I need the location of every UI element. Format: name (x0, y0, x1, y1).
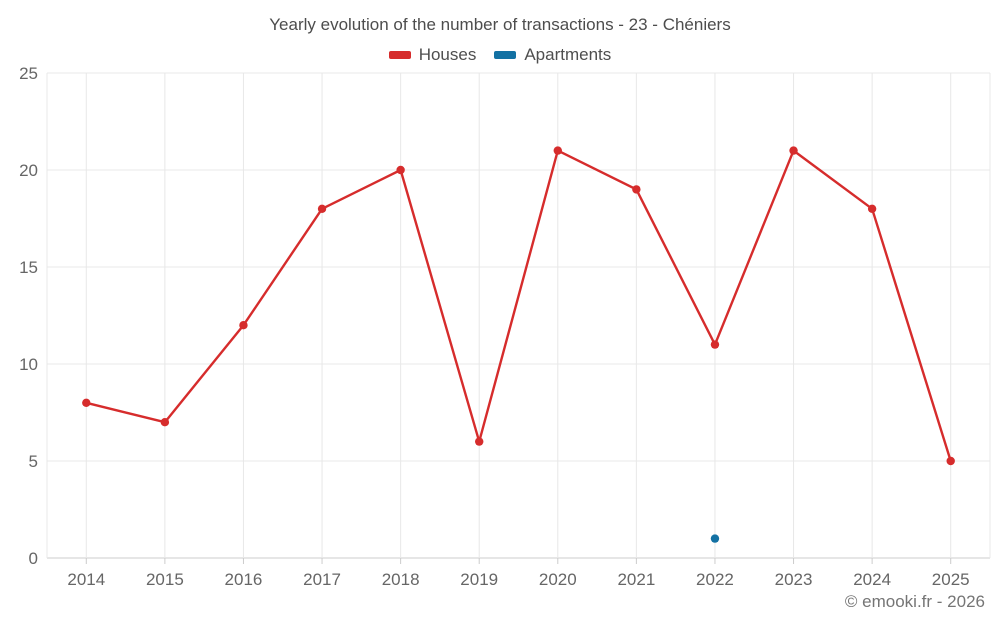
x-axis-tick-label: 2020 (539, 570, 577, 589)
houses-point-2025[interactable] (946, 456, 955, 466)
x-axis-tick-label: 2021 (617, 570, 655, 589)
houses-point-2024[interactable] (867, 204, 877, 213)
y-axis-tick-label: 10 (19, 355, 38, 374)
y-axis-tick-label: 15 (19, 258, 38, 277)
x-axis-tick-label: 2015 (146, 570, 184, 589)
x-axis-tick-label: 2019 (460, 570, 498, 589)
houses-point-2023[interactable] (789, 146, 798, 155)
houses-line (85, 149, 952, 463)
copyright-watermark: © emooki.fr - 2026 (844, 592, 985, 611)
y-axis-tick-label: 5 (29, 452, 38, 471)
legend-item-apartments[interactable]: Apartments (494, 45, 611, 65)
houses-point-2020[interactable] (553, 146, 562, 155)
houses-point-2014[interactable] (82, 398, 91, 407)
apartments-point-2022[interactable] (710, 534, 720, 543)
houses-point-2015[interactable] (160, 418, 170, 427)
x-axis-tick-label: 2016 (225, 570, 263, 589)
x-axis-tick-label: 2024 (853, 570, 891, 589)
houses-point-2019[interactable] (475, 437, 484, 446)
x-axis-tick-label: 2023 (775, 570, 813, 589)
houses-legend-swatch (388, 51, 411, 59)
legend-item-houses[interactable]: Houses (388, 45, 477, 65)
x-axis-tick-label: 2022 (696, 570, 734, 589)
houses-point-2021[interactable] (632, 185, 641, 194)
y-axis-tick-label: 20 (19, 161, 38, 180)
legend-item-label: Apartments (524, 45, 612, 64)
houses-point-2018[interactable] (396, 165, 405, 175)
x-axis-tick-label: 2014 (67, 570, 105, 589)
x-axis-tick-label: 2017 (303, 570, 341, 589)
y-axis-tick-label: 25 (19, 64, 38, 83)
x-axis-tick-label: 2025 (932, 570, 970, 589)
series-apartments (710, 534, 720, 543)
series-houses (82, 146, 955, 466)
houses-point-2017[interactable] (317, 204, 327, 213)
houses-point-2022[interactable] (710, 340, 720, 349)
apartments-legend-swatch (494, 51, 517, 59)
y-axis-tick-label: 0 (29, 549, 38, 568)
houses-point-2016[interactable] (239, 321, 248, 330)
x-axis-tick-label: 2018 (382, 570, 420, 589)
legend-item-label: Houses (418, 45, 477, 64)
chart-title: Yearly evolution of the number of transa… (269, 15, 731, 34)
legend: Houses Apartments (0, 45, 1000, 65)
